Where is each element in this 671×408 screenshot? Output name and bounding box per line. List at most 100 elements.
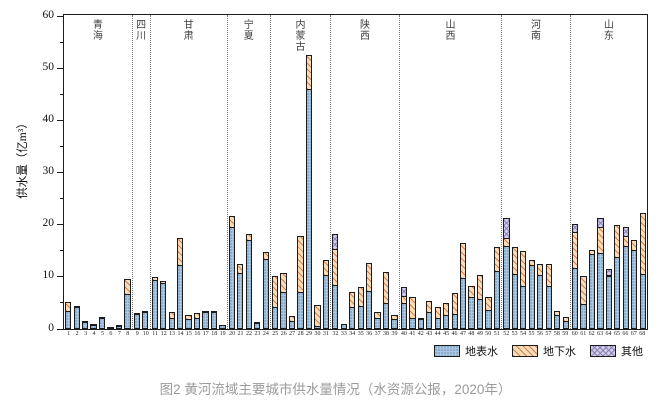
x-tick-label: 38 [383, 331, 390, 337]
y-minor-tick [59, 93, 63, 95]
x-tick-label: 36 [366, 331, 373, 337]
bar-segment-ground [210, 311, 218, 313]
y-major-tick [57, 172, 63, 173]
bar-slot [288, 15, 296, 329]
stacked-bar [280, 273, 287, 329]
stacked-bar [468, 285, 475, 329]
x-tick-label: 53 [511, 331, 518, 337]
bar-segment-ground [571, 231, 579, 268]
x-tick-label: 32 [332, 331, 339, 337]
bar-slot [561, 15, 569, 329]
bar-segment-surface [332, 284, 339, 329]
y-tick-label: 10 [42, 269, 55, 282]
x-tick-label: 40 [400, 331, 407, 337]
bar-slot [502, 15, 510, 329]
bar-slot [245, 15, 253, 329]
bar-segment-other [332, 233, 339, 249]
x-tick-label: 34 [349, 331, 356, 337]
y-tick-label: 0 [48, 321, 54, 334]
stacked-bar [357, 287, 364, 329]
bar-slot [313, 15, 321, 329]
stacked-bar [605, 269, 613, 329]
bar-slot [493, 15, 501, 329]
bar-segment-ground [382, 272, 390, 304]
x-label-group: 32 33 34 35 36 37 38 39 [331, 331, 400, 337]
bar-segment-surface [340, 323, 347, 329]
x-tick-label: 15 [185, 331, 192, 337]
x-tick-label: 49 [476, 331, 483, 337]
bar-segment-ground [90, 324, 97, 326]
bar-segment-ground [562, 317, 569, 322]
bar-segment-ground [485, 297, 492, 310]
stacked-bar [349, 291, 356, 329]
bar-segment-surface [434, 317, 441, 329]
legend-item: 地表水 [434, 343, 498, 359]
y-minor-tick [59, 302, 63, 304]
bar-slot [348, 15, 356, 329]
bar-segment-ground [202, 310, 209, 312]
bar-segment-surface [237, 272, 244, 329]
bar-slot [159, 15, 167, 329]
x-tick-label: 13 [169, 331, 175, 337]
x-tick-label: 7 [117, 331, 121, 337]
bar-slot [340, 15, 348, 329]
bar-segment-surface [73, 307, 80, 329]
x-axis-tick-labels: 1 2 3 4 5 6 7 8 9 10 11 12 13 14 15 16 17 18 19 20 21 22 23 24 2… [65, 331, 647, 337]
stacked-bar [82, 321, 89, 329]
province-group: 山东 [571, 15, 647, 329]
bar-segment-ground [468, 285, 475, 298]
y-minor-tick [59, 145, 63, 147]
x-tick-label: 37 [374, 331, 381, 337]
legend-swatch-ground [512, 345, 538, 357]
stacked-bar [374, 312, 381, 329]
stacked-bar [597, 217, 604, 329]
bar-segment-surface [228, 226, 235, 329]
bar-segment-ground [537, 263, 544, 276]
stacked-bar [485, 297, 492, 329]
x-tick-label: 62 [588, 331, 595, 337]
x-tick-label: 48 [468, 331, 475, 337]
bar-segment-surface [133, 313, 140, 329]
bar-segment-surface [124, 293, 131, 329]
x-tick-label: 3 [84, 331, 88, 337]
x-tick-label: 52 [503, 331, 510, 337]
bar-slot [296, 15, 304, 329]
stacked-bar [219, 324, 226, 329]
bar-segment-ground [65, 301, 72, 312]
stacked-bar [520, 251, 527, 329]
bar-slot [400, 15, 408, 329]
bar-slot [279, 15, 287, 329]
bar-segment-ground [391, 315, 398, 320]
bar-segment-surface [280, 292, 287, 329]
stacked-bar [503, 218, 510, 329]
bar-segment-surface [314, 326, 321, 329]
bar-slot [365, 15, 373, 329]
x-tick-label: 1 [67, 331, 71, 337]
bar-segment-ground [322, 259, 329, 275]
bar-segment-surface [400, 303, 408, 329]
y-major-tick [57, 119, 63, 121]
bar-slot [442, 15, 450, 329]
stacked-bar [391, 315, 398, 329]
bar-segment-ground [409, 296, 416, 318]
province-group: 内蒙古 [271, 15, 332, 329]
bar-segment-ground [545, 263, 552, 286]
bar-slot [356, 15, 364, 329]
bar-segment-ground [237, 264, 244, 273]
bar-segment-surface [605, 275, 613, 329]
x-tick-label: 54 [520, 331, 527, 337]
stacked-bar [185, 314, 192, 329]
bar-segment-surface [580, 303, 587, 329]
x-label-group: 11 12 13 14 15 16 17 18 19 [151, 331, 228, 337]
y-major-tick [57, 67, 63, 69]
y-major-tick [57, 224, 63, 226]
bar-segment-ground [511, 246, 519, 275]
bar-slot [218, 15, 226, 329]
x-tick-label: 8 [126, 331, 130, 337]
x-tick-label: 67 [630, 331, 637, 337]
bar-segment-ground [193, 313, 201, 319]
bar-segment-ground [605, 274, 613, 276]
x-tick-label: 27 [289, 331, 296, 337]
bar-segment-ground [160, 281, 167, 284]
bar-segment-surface [562, 321, 569, 329]
